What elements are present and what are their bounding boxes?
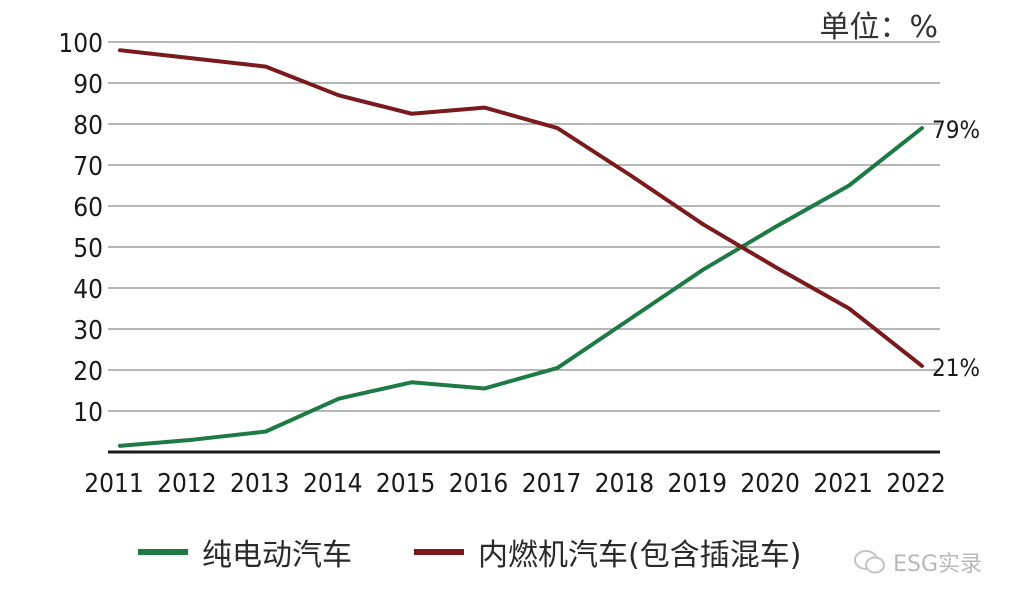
x-tick-label: 2016	[449, 469, 509, 499]
x-tick-label: 2020	[740, 469, 800, 499]
unit-label: 单位：%	[819, 10, 938, 45]
gridlines	[108, 41, 940, 412]
x-tick-label: 2011	[84, 469, 144, 499]
legend-item-bev: 纯电动汽车	[138, 530, 352, 574]
y-tick-label: 70	[73, 152, 103, 182]
x-tick-label: 2012	[157, 469, 217, 499]
legend-item-ice: 内燃机汽车(包含插混车)	[414, 530, 801, 574]
x-tick-label: 2019	[668, 469, 728, 499]
x-tick-label: 2021	[813, 469, 873, 499]
y-tick-label: 40	[73, 275, 103, 305]
end-label: 79%	[932, 116, 980, 144]
x-tick-label: 2018	[595, 469, 655, 499]
x-tick-label: 2022	[886, 469, 946, 499]
series-line-1	[118, 48, 924, 368]
legend-label-bev: 纯电动汽车	[202, 538, 352, 573]
wechat-icon	[854, 550, 886, 574]
x-tick-label: 2014	[303, 469, 363, 499]
x-tick-label: 2017	[522, 469, 582, 499]
legend-label-ice: 内燃机汽车(包含插混车)	[478, 538, 802, 573]
end-labels: 79% 21%	[932, 116, 980, 382]
y-tick-label: 90	[73, 70, 103, 100]
series-line-0	[118, 126, 924, 448]
y-tick-label: 10	[73, 398, 103, 428]
x-tick-label: 2015	[376, 469, 436, 499]
legend-swatch-ice	[414, 549, 464, 555]
y-tick-label: 60	[73, 193, 103, 223]
end-label: 21%	[932, 354, 980, 382]
y-tick-label: 30	[73, 316, 103, 346]
y-tick-label: 80	[73, 111, 103, 141]
legend: 纯电动汽车 内燃机汽车(包含插混车)	[138, 530, 863, 574]
legend-swatch-bev	[138, 549, 188, 555]
watermark: ESG实录	[853, 546, 982, 578]
y-tick-label: 100	[58, 29, 103, 59]
axes: 10 20 30 40 50 60 70 80 90 100 2011 2012 2013 2014 201…	[58, 29, 945, 499]
x-tick-label: 2013	[230, 469, 290, 499]
watermark-text: ESG实录	[893, 552, 982, 577]
series-lines	[118, 48, 924, 448]
y-tick-label: 50	[73, 234, 103, 264]
y-tick-label: 20	[73, 357, 103, 387]
